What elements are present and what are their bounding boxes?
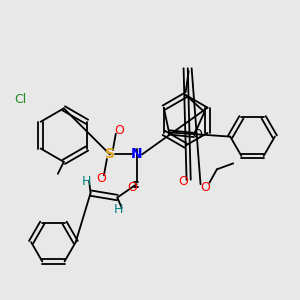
Text: H: H [114,203,124,216]
Text: O: O [96,172,106,185]
Text: O: O [192,128,202,142]
Text: S: S [105,148,115,161]
Text: O: O [178,175,188,188]
Text: Cl: Cl [15,93,27,106]
Text: O: O [127,181,137,194]
Text: O: O [200,181,210,194]
Text: H: H [81,175,91,188]
Text: N: N [131,148,142,161]
Text: O: O [114,124,124,137]
